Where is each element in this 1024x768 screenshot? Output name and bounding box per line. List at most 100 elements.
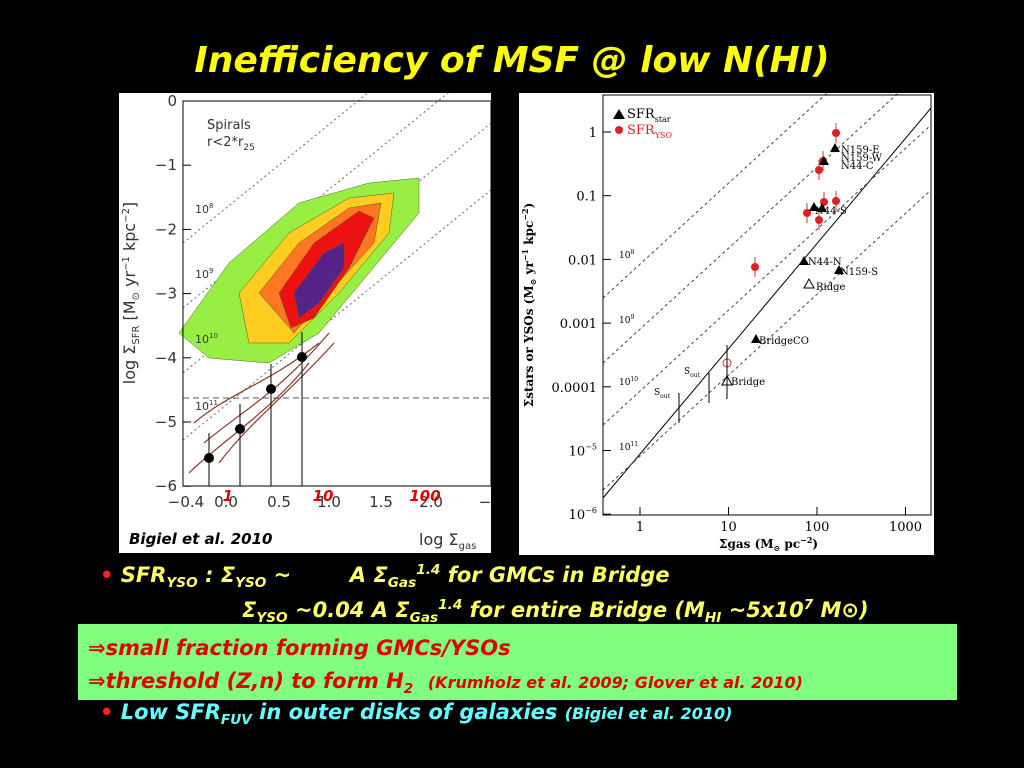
- legend-entry: SFRstar: [627, 107, 671, 124]
- point: [830, 143, 840, 152]
- exp: 8: [630, 249, 634, 256]
- point: [809, 202, 819, 211]
- bullet: • Low SFRFUV in outer disks of galaxies …: [100, 700, 733, 729]
- exp: 10: [209, 332, 218, 340]
- base: 0.1: [576, 190, 597, 205]
- base: S: [654, 388, 660, 398]
- point-label: BridgeCO: [759, 336, 809, 347]
- annotation: Spirals: [207, 118, 251, 133]
- x-tick-label: 100: [805, 520, 830, 535]
- point: [751, 334, 761, 343]
- base: 0.0001: [552, 381, 598, 396]
- exp: 10: [630, 376, 638, 383]
- line-label: 1010: [195, 332, 218, 346]
- x-tick-label: 10: [720, 520, 737, 535]
- point: [266, 384, 276, 394]
- guide-line: [602, 93, 828, 299]
- line-label: 1010: [619, 376, 638, 388]
- point: [815, 166, 823, 174]
- line-label: 1011: [619, 441, 638, 453]
- y-tick-label: 0.0001: [552, 381, 598, 396]
- annotation: r<2*r25: [207, 135, 255, 153]
- sub: out: [690, 372, 700, 379]
- contour-line: [203, 332, 330, 444]
- exp: 8: [209, 202, 213, 210]
- x-label: Σgas (M⊙ pc−2): [719, 535, 818, 553]
- point: [817, 203, 827, 212]
- point-label: N44-S: [815, 206, 847, 217]
- left-plot: Spirals r<2*r25 log ΣSFR [M⊙ yr−1 kpc−2]…: [119, 93, 491, 553]
- base: 10: [195, 400, 209, 413]
- plot-bg: [519, 93, 934, 555]
- base: 10: [619, 251, 631, 261]
- x-label: log Σgas: [419, 530, 476, 552]
- base: S: [684, 367, 690, 377]
- line-label: 109: [619, 314, 634, 326]
- exp: −6: [585, 506, 597, 515]
- contour-line: [188, 362, 310, 474]
- red-tick-label: 100: [409, 487, 440, 505]
- x-tick-label: 2.0: [419, 493, 443, 511]
- y-tick-label: −3: [155, 285, 177, 303]
- base: 10: [619, 443, 631, 453]
- title: Inefficiency of MSF @ low N(HI): [194, 40, 830, 81]
- legend-marker: [615, 126, 623, 134]
- point-label: Sout: [654, 388, 671, 400]
- right-plot: Σstars or YSOs (M⊙ yr−1 kpc−2) Σgas (M⊙ …: [519, 93, 934, 555]
- line-label: 108: [195, 202, 213, 216]
- point: [751, 263, 759, 271]
- x-tick-label: 1.0: [317, 493, 341, 511]
- contour: [293, 242, 345, 319]
- point: [834, 265, 844, 274]
- base: 10: [619, 378, 631, 388]
- point: [297, 352, 307, 362]
- y-tick-label: 0.1: [576, 190, 597, 205]
- y-tick-label: −1: [155, 156, 177, 174]
- axes: [602, 94, 932, 516]
- base: 0.01: [568, 253, 597, 268]
- point-label: N44-C: [841, 161, 874, 172]
- bullet: • SFRYSO : ΣYSO ~ A ΣGas1.4 for GMCs in …: [100, 562, 670, 592]
- point-label: Ridge: [816, 282, 846, 293]
- line-label: 108: [619, 249, 634, 261]
- x-tick-label: 0.5: [267, 493, 291, 511]
- box-line: ⇒small fraction forming GMCs/YSOs: [88, 636, 511, 660]
- legend-marker: [613, 109, 625, 119]
- base: 10: [569, 508, 586, 523]
- point-label: N159-S: [840, 267, 878, 278]
- y-tick-label: −5: [155, 413, 177, 431]
- base: 10: [569, 445, 586, 460]
- y-tick-label: 0.001: [560, 317, 597, 332]
- y-label: Σstars or YSOs (M⊙ yr−1 kpc−2): [520, 203, 538, 408]
- base: 10: [195, 268, 209, 281]
- guide-line: [182, 93, 369, 244]
- box-line: ⇒threshold (Z,n) to form H2 (Krumholz et…: [88, 669, 803, 698]
- y-tick-label: 1: [589, 126, 597, 141]
- red-tick-label: 1: [223, 487, 233, 505]
- point: [832, 129, 840, 137]
- y-tick-label: −6: [155, 477, 177, 495]
- point: [204, 453, 214, 463]
- x-tick-label: −0.4: [168, 493, 204, 511]
- y-tick-label: 0.01: [568, 253, 597, 268]
- point-label: N159-W: [841, 153, 883, 164]
- guide-line: [602, 93, 899, 364]
- exp: 11: [209, 399, 218, 407]
- base: 10: [619, 316, 631, 326]
- fit-line: [602, 107, 932, 499]
- y-tick-label: 10−5: [569, 443, 597, 460]
- point-label: N44-N: [808, 257, 842, 268]
- x-tick-label: 1: [636, 520, 644, 535]
- sub: out: [660, 393, 670, 400]
- red-tick-label: 10: [313, 487, 334, 505]
- line-label: 1011: [195, 399, 218, 413]
- x-tick-label: 0.0: [214, 493, 238, 511]
- point: [819, 156, 829, 165]
- x-tick-label: 1000: [889, 520, 922, 535]
- base: 10: [195, 203, 209, 216]
- point-label: Bridge: [731, 377, 765, 388]
- point-label: N159-E: [841, 145, 880, 156]
- legend-entry: SFRYSO: [627, 123, 672, 140]
- guide-line: [602, 124, 932, 426]
